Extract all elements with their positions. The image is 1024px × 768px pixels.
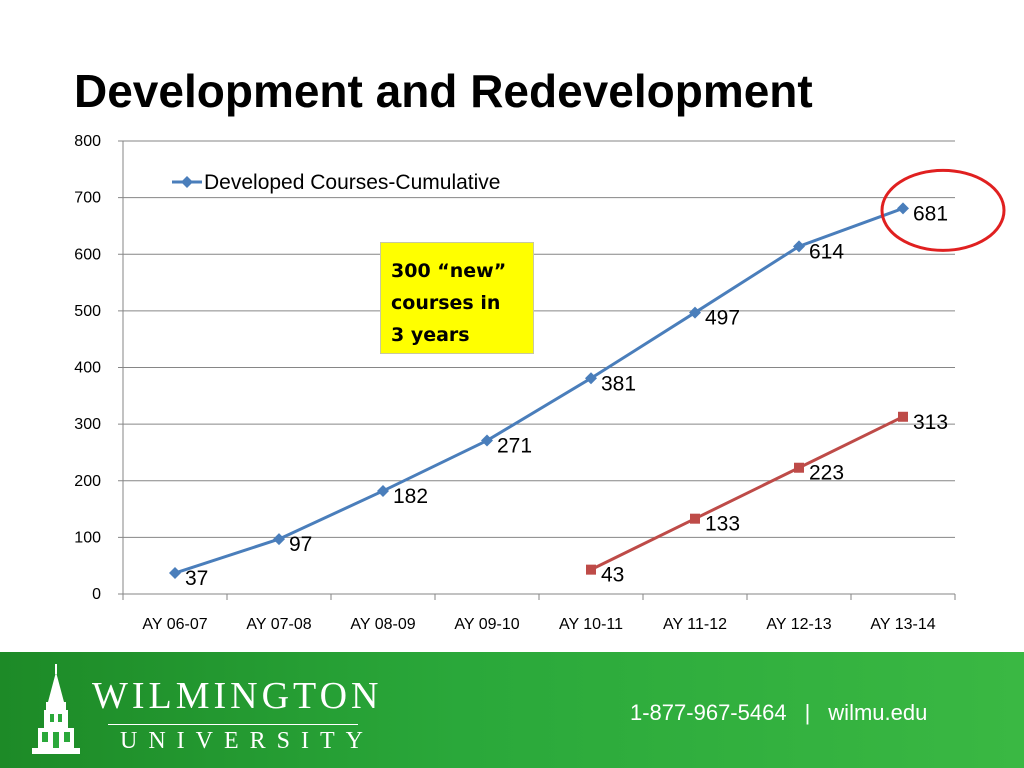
data-point: [793, 240, 805, 253]
data-point: [897, 202, 909, 215]
data-label: 313: [913, 411, 948, 434]
x-tick-label: AY 09-10: [454, 616, 519, 633]
y-tick-label: 800: [74, 133, 101, 150]
data-label: 614: [809, 240, 844, 263]
y-tick-label: 400: [74, 360, 101, 377]
highlight-circle: [880, 168, 1006, 252]
y-tick-label: 500: [74, 303, 101, 320]
data-point: [169, 567, 181, 580]
x-tick-label: AY 06-07: [142, 616, 207, 633]
data-label: 381: [601, 372, 636, 395]
series-line: [590, 415, 904, 571]
x-tick-label: AY 13-14: [870, 616, 935, 633]
data-point: [794, 462, 804, 473]
callout-line: 3 years: [391, 324, 470, 346]
line-chart: 0 100 200 300 400 500 600 700 800 AY 06-07 AY 07-0…: [74, 133, 1006, 633]
data-point: [586, 564, 596, 575]
callout-box: 300 “new” courses in 3 years: [380, 242, 534, 354]
series-line: [174, 206, 904, 575]
data-label: 37: [185, 567, 208, 590]
y-tick-label: 0: [92, 586, 101, 603]
data-label: 182: [393, 485, 428, 508]
data-point: [585, 372, 597, 385]
website-link[interactable]: wilmu.edu: [828, 700, 928, 725]
data-label: 271: [497, 435, 532, 458]
y-tick-label: 100: [74, 529, 101, 546]
data-label: 133: [705, 513, 740, 536]
slide-title: Development and Redevelopment: [74, 65, 813, 117]
callout-line: 300 “new”: [391, 260, 507, 282]
logo-name: WILMINGTON: [92, 675, 383, 717]
data-point: [898, 411, 908, 422]
data-point: [689, 306, 701, 319]
footer-bar: WILMINGTON UNIVERSITY 1-877-967-5464 | wil…: [0, 652, 1024, 768]
data-point: [377, 484, 389, 497]
legend-marker: [181, 176, 193, 188]
data-point: [690, 513, 700, 524]
data-label: 497: [705, 307, 740, 330]
data-label: 43: [601, 564, 624, 587]
logo-subtitle: UNIVERSITY: [120, 728, 374, 754]
legend-label: Developed Courses-Cumulative: [204, 171, 500, 194]
x-tick-label: AY 07-08: [246, 616, 311, 633]
callout-line: courses in: [391, 292, 501, 314]
data-label: 97: [289, 533, 312, 556]
x-tick-label: AY 08-09: [350, 616, 415, 633]
contact-separator: |: [804, 700, 811, 725]
data-label: 223: [809, 462, 844, 485]
phone-number: 1-877-967-5464: [630, 700, 787, 725]
data-point: [481, 434, 493, 447]
y-tick-label: 600: [74, 246, 101, 263]
y-tick-label: 300: [74, 416, 101, 433]
contact-info: 1-877-967-5464 | wilmu.edu: [630, 700, 927, 726]
data-label: 681: [913, 202, 948, 225]
logo-divider: [108, 724, 358, 725]
x-tick-label: AY 12-13: [766, 616, 831, 633]
data-point: [273, 533, 285, 546]
y-tick-label: 200: [74, 473, 101, 490]
x-tick-label: AY 10-11: [559, 616, 623, 633]
x-tick-label: AY 11-12: [663, 616, 727, 633]
tower-logo-icon: [32, 664, 80, 754]
y-tick-label: 700: [74, 190, 101, 207]
